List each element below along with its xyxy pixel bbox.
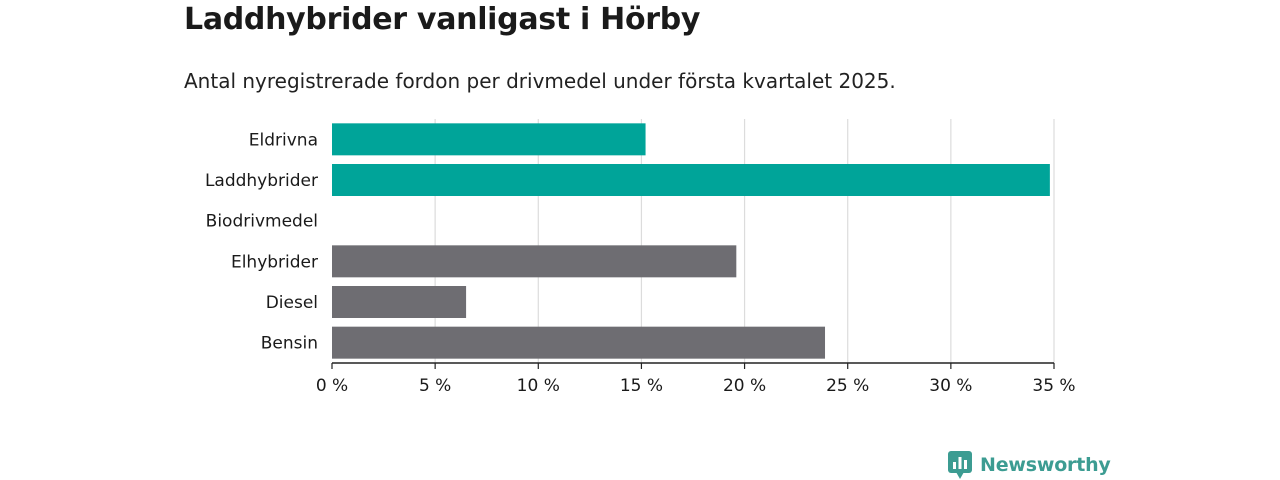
x-tick-label-0: 0 %	[316, 376, 348, 396]
x-tick-label-7: 35 %	[1032, 376, 1075, 396]
x-tick-label-2: 10 %	[517, 376, 560, 396]
x-tick-label-1: 5 %	[419, 376, 451, 396]
category-label-biodrivmedel: Biodrivmedel	[206, 212, 318, 232]
category-label-laddhybrider: Laddhybrider	[205, 171, 318, 191]
chart-title: Laddhybrider vanligast i Hörby	[184, 2, 701, 37]
bar-eldrivna	[332, 123, 646, 156]
bar-elhybrider	[332, 245, 737, 278]
brand-name: Newsworthy	[980, 454, 1111, 476]
x-tick-label-5: 25 %	[826, 376, 869, 396]
bar-laddhybrider	[332, 164, 1050, 196]
category-label-elhybrider: Elhybrider	[231, 252, 318, 272]
newsworthy-logo-icon	[948, 451, 972, 479]
category-label-bensin: Bensin	[261, 334, 318, 354]
category-label-eldrivna: Eldrivna	[249, 130, 318, 150]
bar-bensin	[332, 326, 826, 359]
brand-logo: Newsworthy	[948, 450, 1111, 480]
x-tick-label-6: 30 %	[929, 376, 972, 396]
bar-chart: Eldrivna Laddhybrider Biodrivmedel Elhybrid…	[205, 119, 1076, 396]
x-tick-label-3: 15 %	[620, 376, 663, 396]
category-label-diesel: Diesel	[266, 293, 318, 313]
chart-subtitle: Antal nyregistrerade fordon per drivmede…	[184, 69, 896, 93]
x-tick-label-4: 20 %	[723, 376, 766, 396]
bar-diesel	[332, 286, 467, 318]
